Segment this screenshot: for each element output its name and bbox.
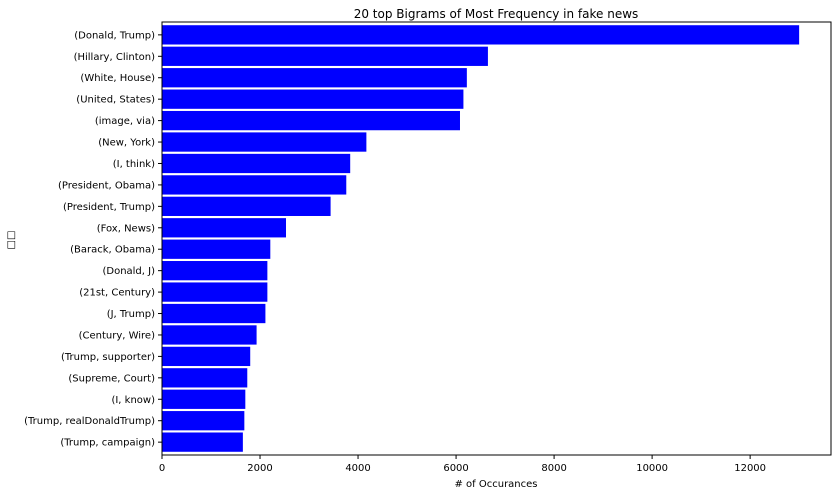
- y-tick-label: (I, think): [113, 159, 155, 170]
- bar: [162, 239, 271, 259]
- bar: [162, 411, 245, 431]
- y-tick-label: (Trump, supporter): [61, 352, 155, 363]
- y-tick-label: (I, know): [111, 395, 155, 406]
- x-tick-label: 0: [159, 463, 165, 474]
- bar: [162, 175, 347, 195]
- bar: [162, 368, 248, 388]
- y-tick-label: (Century, Wire): [79, 330, 156, 341]
- bar: [162, 68, 467, 88]
- bar: [162, 153, 351, 174]
- bar: [162, 346, 251, 367]
- y-tick-label: (President, Trump): [63, 202, 155, 213]
- x-tick-label: 8000: [541, 463, 566, 474]
- bar: [162, 25, 800, 45]
- bars-group: [162, 25, 800, 452]
- y-tick-label: (Donald, Trump): [74, 30, 155, 41]
- y-tick-label: (J, Trump): [107, 309, 155, 320]
- bar: [162, 261, 268, 281]
- y-tick-label: (United, States): [76, 95, 155, 106]
- x-tick-label: 6000: [443, 463, 468, 474]
- bar: [162, 218, 286, 238]
- x-tick-labels: 0 2000 4000 6000 8000 10000 12000: [159, 455, 766, 474]
- chart-title: 20 top Bigrams of Most Frequency in fake…: [354, 7, 639, 21]
- bar: [162, 89, 464, 109]
- y-tick-label: (Donald, J): [102, 266, 155, 277]
- bar: [162, 303, 266, 324]
- x-tick-label: 10000: [636, 463, 668, 474]
- y-tick-label: (21st, Century): [79, 288, 155, 299]
- x-tick-label: 2000: [247, 463, 272, 474]
- x-tick-label: 12000: [734, 463, 766, 474]
- bar: [162, 389, 246, 409]
- bar: [162, 196, 331, 216]
- bar: [162, 432, 243, 452]
- y-tick-label: (Barack, Obama): [70, 245, 155, 256]
- bar: [162, 110, 460, 131]
- bar: [162, 132, 367, 152]
- y-tick-label: (Hillary, Clinton): [74, 52, 156, 63]
- y-tick-label: (Trump, realDonaldTrump): [24, 416, 155, 427]
- y-tick-label: (Trump, campaign): [60, 438, 155, 449]
- bar: [162, 325, 257, 345]
- bar: [162, 46, 488, 66]
- y-tick-label: (President, Obama): [58, 180, 155, 191]
- y-tick-label: (White, House): [80, 73, 155, 84]
- y-tick-label: (Fox, News): [97, 223, 155, 234]
- bar: [162, 282, 268, 302]
- x-axis-label: # of Occurances: [454, 479, 537, 490]
- y-tick-label: (Supreme, Court): [68, 373, 155, 384]
- x-tick-label: 4000: [345, 463, 370, 474]
- plot-area-frame: [161, 21, 832, 456]
- y-tick-label: (New, York): [98, 138, 155, 149]
- y-tick-label: (image, via): [95, 116, 155, 127]
- y-axis-label: □□: [6, 231, 17, 250]
- y-tick-labels: (Donald, Trump) (Hillary, Clinton) (White,…: [24, 30, 162, 449]
